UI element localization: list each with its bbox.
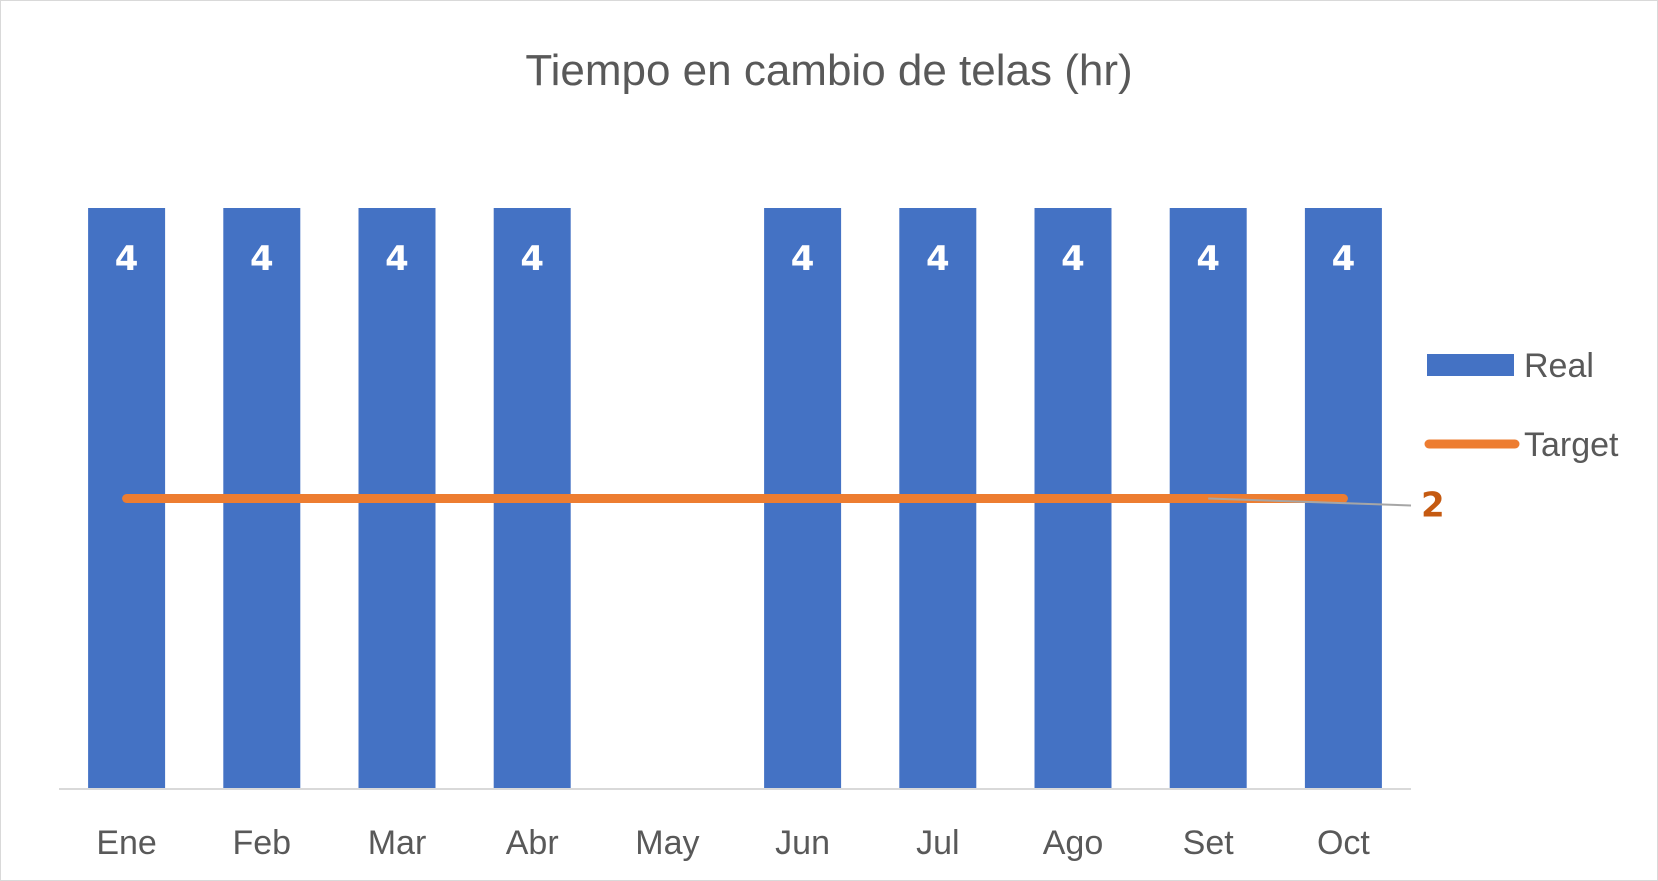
x-tick-label: Jun bbox=[775, 824, 830, 862]
x-tick-label: Oct bbox=[1317, 824, 1370, 862]
x-tick-label: Mar bbox=[368, 824, 427, 862]
x-tick-label: Feb bbox=[233, 824, 292, 862]
legend-label-real: Real bbox=[1524, 347, 1594, 385]
x-tick-label: Ene bbox=[96, 824, 157, 862]
target-line-group: 2 bbox=[122, 486, 1445, 526]
bar-data-label: 4 bbox=[1196, 239, 1220, 279]
chart-title: Tiempo en cambio de telas (hr) bbox=[525, 46, 1132, 95]
x-tick-label: Ago bbox=[1043, 824, 1104, 862]
bar-data-label: 4 bbox=[1061, 239, 1085, 279]
bar-data-label: 4 bbox=[115, 239, 139, 279]
legend-label-target: Target bbox=[1524, 426, 1619, 464]
bar-data-label: 4 bbox=[385, 239, 409, 279]
x-tick-label: Set bbox=[1183, 824, 1235, 862]
bar-data-label: 4 bbox=[791, 239, 815, 279]
bar-data-label: 4 bbox=[520, 239, 544, 279]
target-data-label: 2 bbox=[1421, 486, 1445, 526]
x-tick-labels: Ene Feb Mar Abr May Jun Jul Ago Set Oct bbox=[96, 824, 1370, 862]
legend-swatch-real bbox=[1427, 354, 1514, 376]
target-leader-line bbox=[1208, 497, 1412, 507]
x-tick-label: Jul bbox=[916, 824, 959, 862]
bar-data-label: 4 bbox=[250, 239, 274, 279]
x-tick-label: Abr bbox=[506, 824, 559, 862]
bar-data-label: 4 bbox=[1332, 239, 1356, 279]
x-tick-label: May bbox=[635, 824, 699, 862]
bar-data-label: 4 bbox=[926, 239, 950, 279]
legend: Real Target bbox=[1424, 347, 1619, 464]
